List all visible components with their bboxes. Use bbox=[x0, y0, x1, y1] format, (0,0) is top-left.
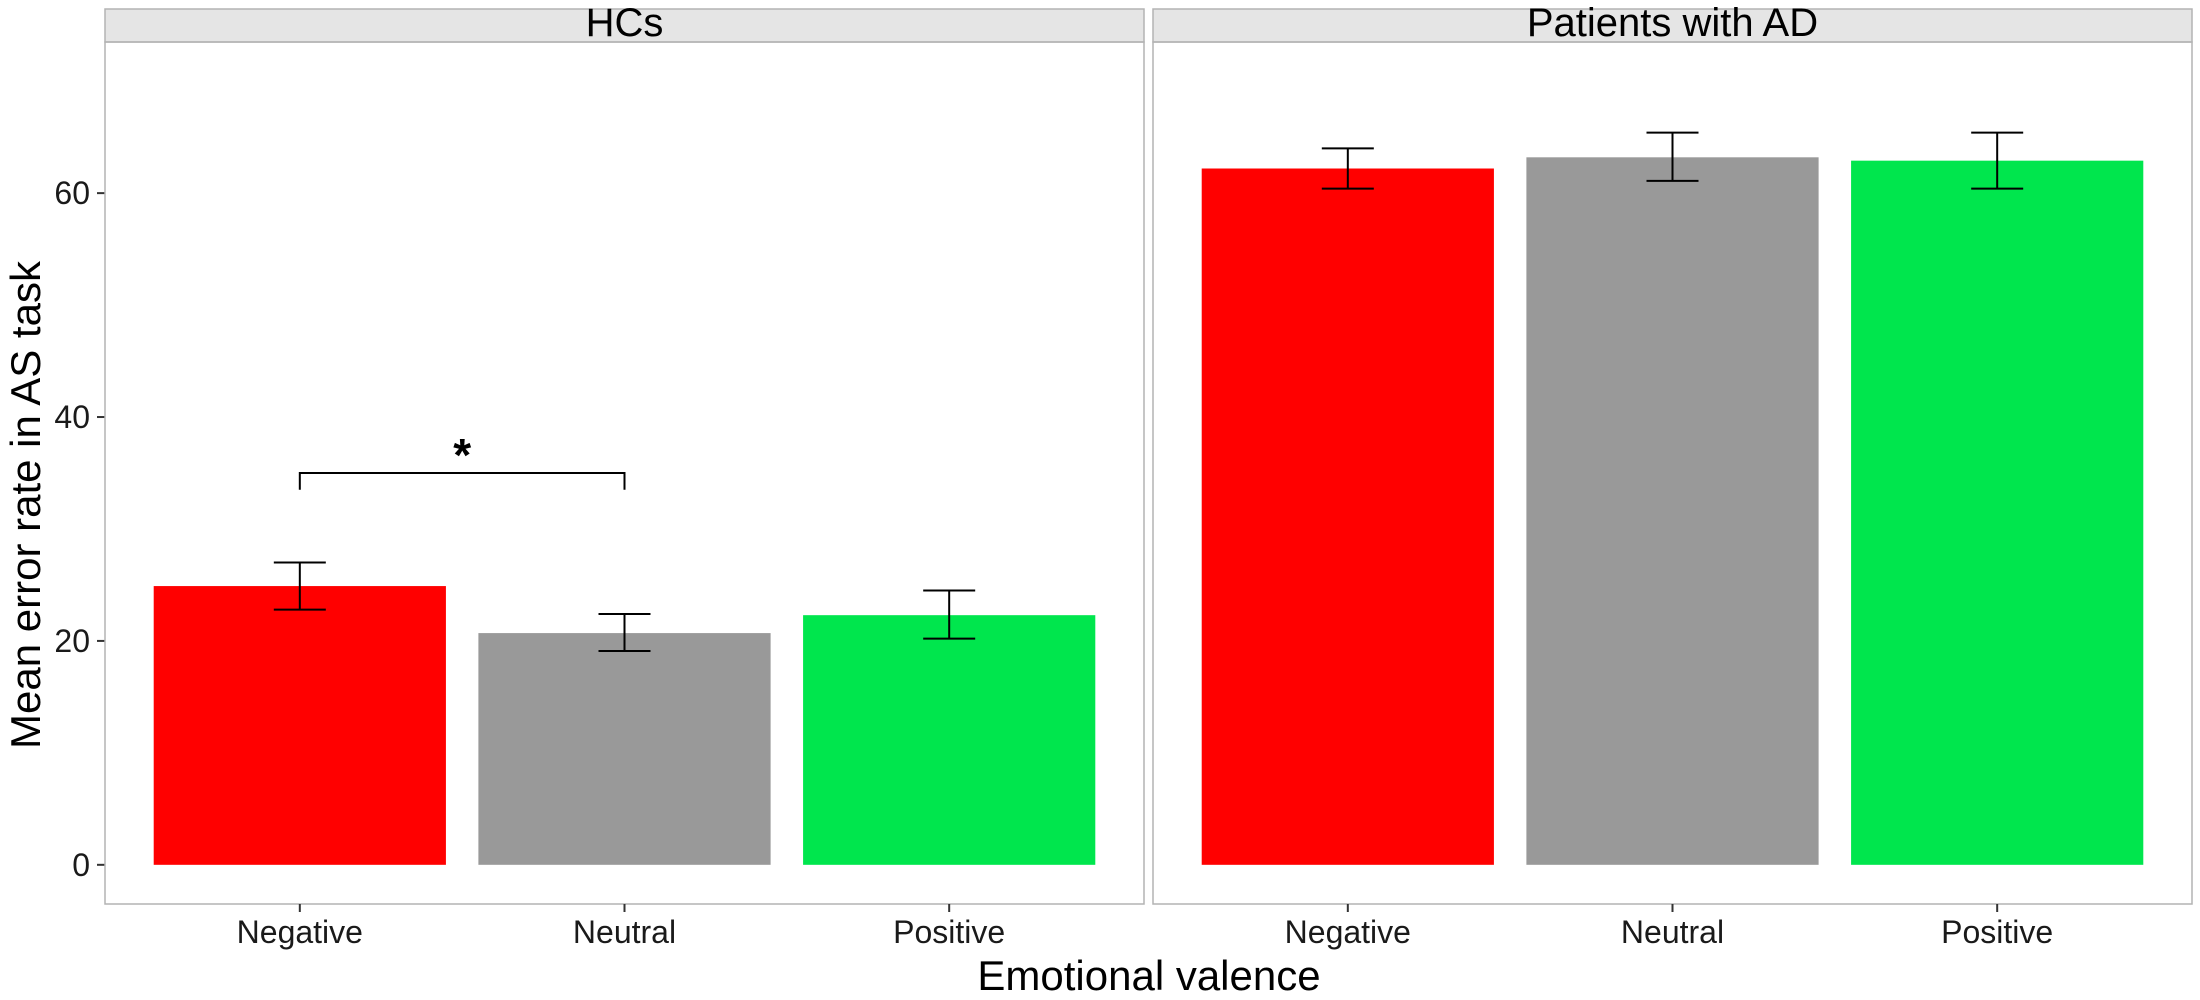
y-tick-label: 60 bbox=[54, 175, 90, 211]
panel-strip bbox=[104, 8, 1145, 43]
x-tick-label: Neutral bbox=[1621, 914, 1724, 950]
panel-title: Patients with AD bbox=[1527, 1, 1818, 45]
bar-positive bbox=[803, 615, 1096, 865]
significance-bracket bbox=[298, 472, 626, 490]
bar-neutral bbox=[478, 633, 771, 865]
bar-negative bbox=[153, 586, 446, 865]
bar-neutral bbox=[1526, 157, 1819, 865]
y-axis-title: Mean error rate in AS task bbox=[2, 260, 49, 749]
panel-strip bbox=[1152, 8, 2193, 43]
x-tick-label: Positive bbox=[1941, 914, 2053, 950]
x-tick-label: Negative bbox=[1285, 914, 1411, 950]
y-tick-label: 40 bbox=[54, 399, 90, 435]
x-tick-label: Negative bbox=[237, 914, 363, 950]
bar-positive bbox=[1851, 160, 2144, 865]
y-tick-label: 20 bbox=[54, 623, 90, 659]
significance-label: * bbox=[453, 429, 471, 481]
y-tick-label: 0 bbox=[72, 847, 90, 883]
x-tick-label: Positive bbox=[893, 914, 1005, 950]
x-axis-title: Emotional valence bbox=[977, 952, 1320, 999]
bar-negative bbox=[1201, 168, 1494, 865]
x-tick-label: Neutral bbox=[573, 914, 676, 950]
panel-title: HCs bbox=[586, 1, 664, 45]
